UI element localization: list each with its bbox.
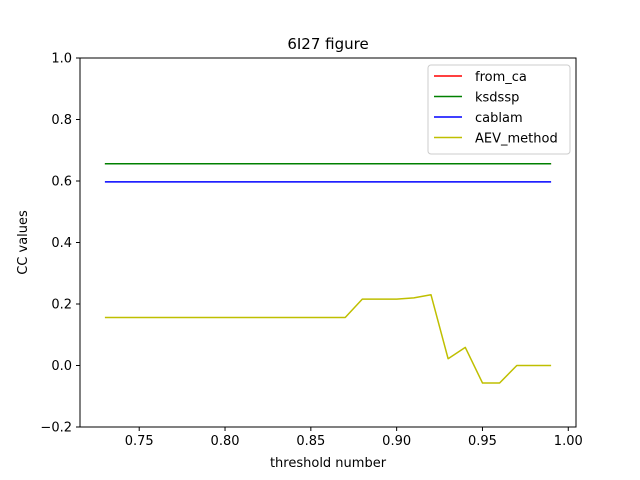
x-tick-label: 0.95 — [468, 434, 497, 449]
y-tick-label: 0.4 — [51, 236, 72, 251]
x-tick-label: 0.75 — [125, 434, 154, 449]
x-tick-label: 0.80 — [211, 434, 240, 449]
x-axis-label: threshold number — [270, 456, 387, 471]
series-line-aev-method — [104, 294, 552, 384]
x-tick-label: 1.00 — [554, 434, 583, 449]
legend-label: AEV_method — [475, 132, 558, 147]
y-axis: −0.2 0.0 0.2 0.4 0.6 0.8 1.0 — [40, 52, 80, 436]
legend-label: from_ca — [475, 70, 527, 85]
legend-box — [427, 64, 571, 155]
y-tick-label: −0.2 — [40, 421, 72, 436]
y-tick-label: 0.6 — [51, 175, 72, 190]
legend-label: ksdssp — [475, 91, 519, 106]
x-tick-label: 0.90 — [382, 434, 411, 449]
x-tick-label: 0.85 — [296, 434, 325, 449]
y-tick-label: 0.8 — [51, 113, 72, 128]
x-axis: 0.75 0.80 0.85 0.90 0.95 1.00 — [125, 427, 583, 449]
y-tick-label: 0.0 — [51, 359, 72, 374]
legend-label: cablam — [475, 111, 523, 126]
y-axis-label: CC values — [16, 210, 31, 275]
y-tick-label: 0.2 — [51, 298, 72, 313]
y-tick-label: 1.0 — [51, 52, 72, 67]
plot-area — [104, 163, 552, 384]
chart-title: 6I27 figure — [287, 35, 368, 53]
